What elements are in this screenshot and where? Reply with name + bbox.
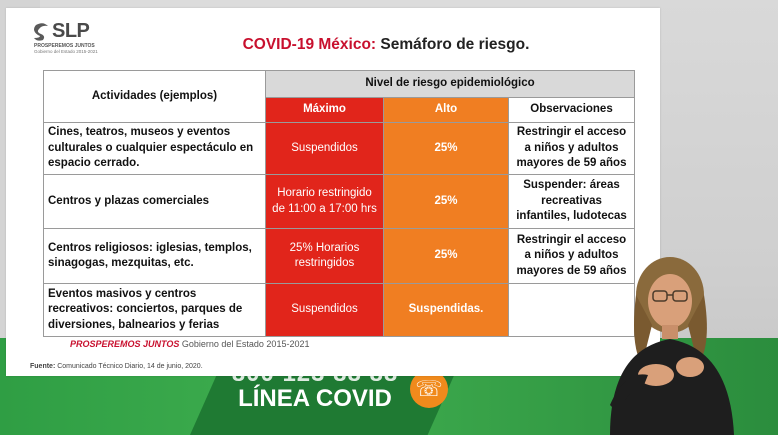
sign-language-interpreter bbox=[610, 257, 734, 435]
header-observaciones: Observaciones bbox=[508, 97, 635, 123]
title-red-part: COVID-19 México: bbox=[242, 36, 377, 53]
cell-alto: 25% bbox=[383, 122, 509, 175]
title-black-part: Semáforo de riesgo. bbox=[380, 36, 530, 53]
cell-maximo: Horario restringido de 11:00 a 17:00 hrs bbox=[265, 174, 384, 229]
header-activities: Actividades (ejemplos) bbox=[43, 70, 266, 123]
source-note: Fuente: Comunicado Técnico Diario, 14 de… bbox=[30, 363, 203, 370]
table-row: Centros y plazas comerciales Horario res… bbox=[43, 174, 635, 229]
slp-logo-icon bbox=[34, 23, 48, 41]
source-label: Fuente: bbox=[30, 363, 56, 370]
cell-maximo: 25% Horarios restringidos bbox=[265, 228, 384, 284]
footer-brand: PROSPEREMOS JUNTOS Gobierno del Estado 2… bbox=[70, 339, 309, 349]
table-row: Centros religiosos: iglesias, templos, s… bbox=[43, 228, 635, 284]
header-alto: Alto bbox=[383, 97, 509, 123]
presentation-slide: SLP PROSPEREMOS JUNTOS Gobierno del Esta… bbox=[6, 8, 660, 376]
table-row: Cines, teatros, museos y eventos cultura… bbox=[43, 122, 635, 175]
cell-maximo: Suspendidos bbox=[265, 283, 384, 337]
cell-observaciones: Restringir el acceso a niños y adultos m… bbox=[508, 122, 635, 175]
source-text: Comunicado Técnico Diario, 14 de junio, … bbox=[57, 363, 203, 370]
logo-subtitle: PROSPEREMOS JUNTOS bbox=[34, 43, 95, 49]
cell-activity: Centros y plazas comerciales bbox=[43, 174, 266, 229]
slide-title: COVID-19 México: Semáforo de riesgo. bbox=[6, 36, 766, 54]
cell-maximo: Suspendidos bbox=[265, 122, 384, 175]
header-maximo: Máximo bbox=[265, 97, 384, 123]
cell-alto: Suspendidas. bbox=[383, 283, 509, 337]
cell-activity: Cines, teatros, museos y eventos cultura… bbox=[43, 122, 266, 175]
footer-brand-slogan: PROSPEREMOS JUNTOS bbox=[70, 339, 180, 349]
cell-activity: Centros religiosos: iglesias, templos, s… bbox=[43, 228, 266, 284]
header-risk-level: Nivel de riesgo epidemiológico bbox=[265, 70, 635, 98]
cell-alto: 25% bbox=[383, 174, 509, 229]
cell-activity: Eventos masivos y centros recreativos: c… bbox=[43, 283, 266, 337]
cell-observaciones bbox=[508, 283, 635, 337]
table-row: Eventos masivos y centros recreativos: c… bbox=[43, 283, 635, 337]
logo-text: SLP bbox=[52, 20, 90, 42]
slp-logo: SLP PROSPEREMOS JUNTOS Gobierno del Esta… bbox=[32, 20, 112, 58]
phone-icon: ☏ bbox=[410, 370, 448, 408]
cell-alto: 25% bbox=[383, 228, 509, 284]
risk-table: Actividades (ejemplos) Nivel de riesgo e… bbox=[43, 70, 635, 337]
cell-observaciones: Suspender: áreas recreativas infantiles,… bbox=[508, 174, 635, 229]
logo-government: Gobierno del Estado 2015-2021 bbox=[34, 49, 98, 54]
linea-covid-label: LÍNEA COVID bbox=[238, 385, 392, 412]
footer-government: Gobierno del Estado 2015-2021 bbox=[181, 339, 310, 349]
